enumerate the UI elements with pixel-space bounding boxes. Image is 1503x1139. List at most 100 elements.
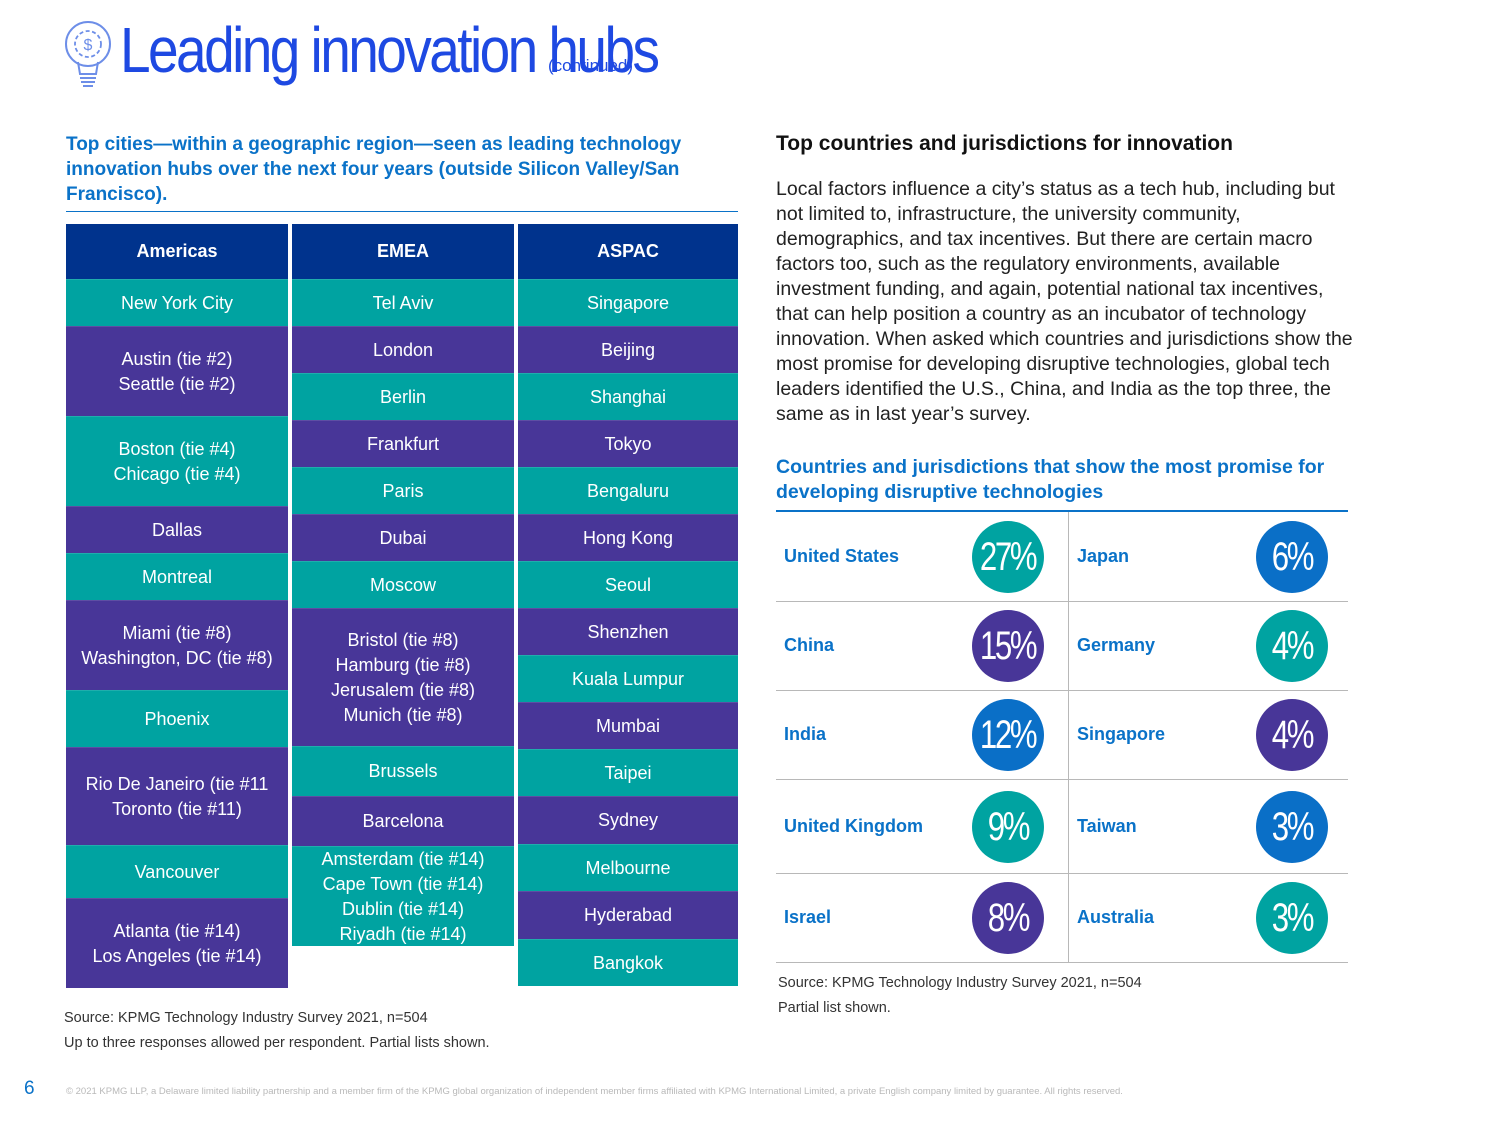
heading-divider [66,211,738,212]
city-name: Beijing [600,339,656,360]
percent-bubble: 12% [972,699,1044,771]
country-label: United Kingdom [784,816,923,836]
cell-list: New York City Austin (tie #2) Seattle (tie… [66,279,288,988]
city-cell: Dallas [66,506,288,553]
row-divider [776,962,1348,963]
section-heading: Top countries and jurisdictions for inno… [776,132,1233,155]
city-cell: Boston (tie #4) Chicago (tie #4) [66,416,288,506]
page-subtitle: (continued) [548,56,634,75]
chart-title: Countries and jurisdictions that show th… [776,456,1325,503]
country-label: Germany [1077,635,1156,655]
row-divider [776,873,1348,874]
city-cell: Berlin [292,373,514,420]
percent-value: 3% [1271,804,1315,849]
city-cell: Miami (tie #8) Washington, DC (tie #8) [66,600,288,690]
city-name: Toronto (tie #11) [112,798,242,819]
percent-value: 4% [1271,712,1315,757]
chart-column-divider [1068,512,1069,962]
city-cell: Montreal [66,553,288,600]
lightbulb-dollar-icon: $ [65,21,111,87]
city-name: Melbourne [585,857,671,878]
city-name: Austin (tie #2) [121,348,233,369]
percent-bubble: 3% [1256,791,1328,863]
city-name: Cape Town (tie #14) [322,873,484,894]
city-name: Montreal [141,566,213,587]
city-name: Dublin (tie #14) [341,898,465,919]
city-cell: London [292,326,514,373]
city-name: Amsterdam (tie #14) [321,848,485,869]
city-cell: Phoenix [66,690,288,747]
city-cell: Hyderabad [518,891,738,939]
cell-list: Tel Aviv London Berlin Frankfurt Paris Dubai M… [292,279,514,946]
percent-bubble: 4% [1256,699,1328,771]
city-name: Singapore [586,292,670,313]
city-name: Phoenix [144,708,210,729]
percent-value: 8% [987,895,1031,940]
region-column-emea: EMEA Tel Aviv London Berlin Frankfurt Paris D… [292,224,514,946]
chart-top-rule [776,510,1348,512]
city-cell: Amsterdam (tie #14) Cape Town (tie #14) Du… [292,846,514,946]
percent-value: 4% [1271,623,1315,668]
city-name: Brussels [368,761,438,781]
chart-source: Source: KPMG Technology Industry Survey … [778,975,1142,991]
city-cell: Vancouver [66,845,288,898]
country-label: Japan [1077,546,1130,566]
city-cell: Seoul [518,561,738,608]
region-column-aspac: ASPAC Singapore Beijing Shanghai Tokyo Benga… [518,224,738,986]
table-note: Up to three responses allowed per respon… [64,1035,490,1051]
city-name: Dallas [151,519,203,540]
city-name: Taipei [604,762,652,783]
city-name: Hyderabad [583,905,673,925]
city-name: Paris [382,480,424,501]
percent-bubble: 4% [1256,610,1328,682]
percent-value: 15% [980,623,1038,668]
city-name: Riyadh (tie #14) [339,923,467,944]
city-cell: Shanghai [518,373,738,420]
percent-bubble: 3% [1256,882,1328,954]
city-name: Washington, DC (tie #8) [81,647,273,668]
city-name: Chicago (tie #4) [113,463,241,484]
country-label: China [784,635,835,655]
country-label: Singapore [1077,724,1166,744]
city-cell: Moscow [292,561,514,608]
row-divider [776,690,1348,691]
page-number: 6 [24,1078,35,1099]
column-header: ASPAC [518,224,738,279]
percent-value: 27% [980,534,1038,579]
city-name: Shanghai [589,386,667,407]
city-cell: New York City [66,279,288,326]
city-cell: Hong Kong [518,514,738,561]
city-name: Sydney [597,810,659,830]
city-cell: Mumbai [518,702,738,749]
percent-bubble: 6% [1256,521,1328,593]
svg-text:$: $ [84,37,93,54]
city-cell: Barcelona [292,796,514,846]
percent-bubble: 9% [972,791,1044,863]
city-name: Tel Aviv [372,292,434,313]
city-name: Rio De Janeiro (tie #11 [85,773,269,794]
city-cell: Austin (tie #2) Seattle (tie #2) [66,326,288,416]
city-name: Shenzhen [587,621,669,642]
city-cell: Tokyo [518,420,738,467]
city-cell: Atlanta (tie #14) Los Angeles (tie #14) [66,898,288,988]
city-name: Bangkok [592,952,664,973]
city-name: Bristol (tie #8) [347,629,459,650]
city-cell: Bristol (tie #8) Hamburg (tie #8) Jerusale… [292,608,514,746]
city-name: London [372,339,434,360]
country-label: Israel [784,907,832,927]
row-divider [776,601,1348,602]
body-paragraph: Local factors influence a city’s status … [776,178,1353,425]
city-cell: Rio De Janeiro (tie #11 Toronto (tie #11) [66,747,288,845]
city-cell: Beijing [518,326,738,373]
city-cell: Sydney [518,796,738,844]
country-label: Australia [1077,907,1155,927]
city-name: New York City [120,292,234,313]
copyright-notice: © 2021 KPMG LLP, a Delaware limited liab… [66,1086,1123,1097]
country-label: India [784,724,827,744]
city-name: Seattle (tie #2) [118,373,236,394]
percent-value: 12% [980,712,1038,757]
city-name: Los Angeles (tie #14) [92,945,262,966]
city-cell: Dubai [292,514,514,561]
table-source: Source: KPMG Technology Industry Survey … [64,1010,428,1026]
city-name: Atlanta (tie #14) [113,920,241,941]
